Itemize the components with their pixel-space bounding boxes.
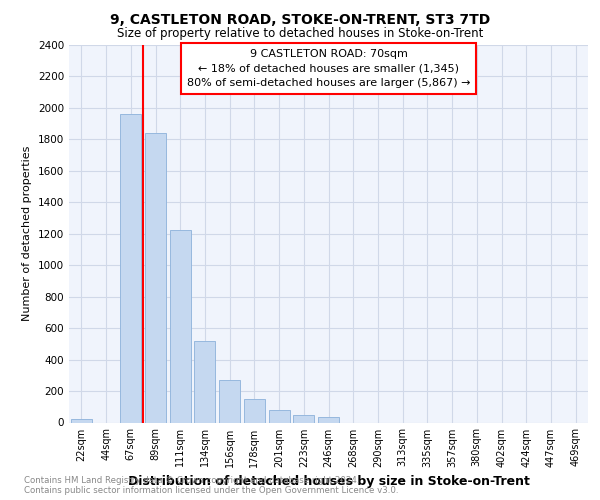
- Text: 9 CASTLETON ROAD: 70sqm
← 18% of detached houses are smaller (1,345)
80% of semi: 9 CASTLETON ROAD: 70sqm ← 18% of detache…: [187, 49, 470, 88]
- Y-axis label: Number of detached properties: Number of detached properties: [22, 146, 32, 322]
- Bar: [120, 114, 141, 422]
- Bar: [269, 410, 290, 422]
- Bar: [71, 418, 92, 422]
- Text: Contains public sector information licensed under the Open Government Licence v3: Contains public sector information licen…: [24, 486, 398, 495]
- Bar: [318, 417, 339, 422]
- Bar: [145, 133, 166, 422]
- Text: Size of property relative to detached houses in Stoke-on-Trent: Size of property relative to detached ho…: [117, 28, 483, 40]
- Bar: [293, 414, 314, 422]
- Bar: [244, 399, 265, 422]
- Bar: [194, 340, 215, 422]
- Bar: [219, 380, 240, 422]
- X-axis label: Distribution of detached houses by size in Stoke-on-Trent: Distribution of detached houses by size …: [128, 475, 529, 488]
- Bar: [170, 230, 191, 422]
- Text: Contains HM Land Registry data © Crown copyright and database right 2024.: Contains HM Land Registry data © Crown c…: [24, 476, 359, 485]
- Text: 9, CASTLETON ROAD, STOKE-ON-TRENT, ST3 7TD: 9, CASTLETON ROAD, STOKE-ON-TRENT, ST3 7…: [110, 12, 490, 26]
